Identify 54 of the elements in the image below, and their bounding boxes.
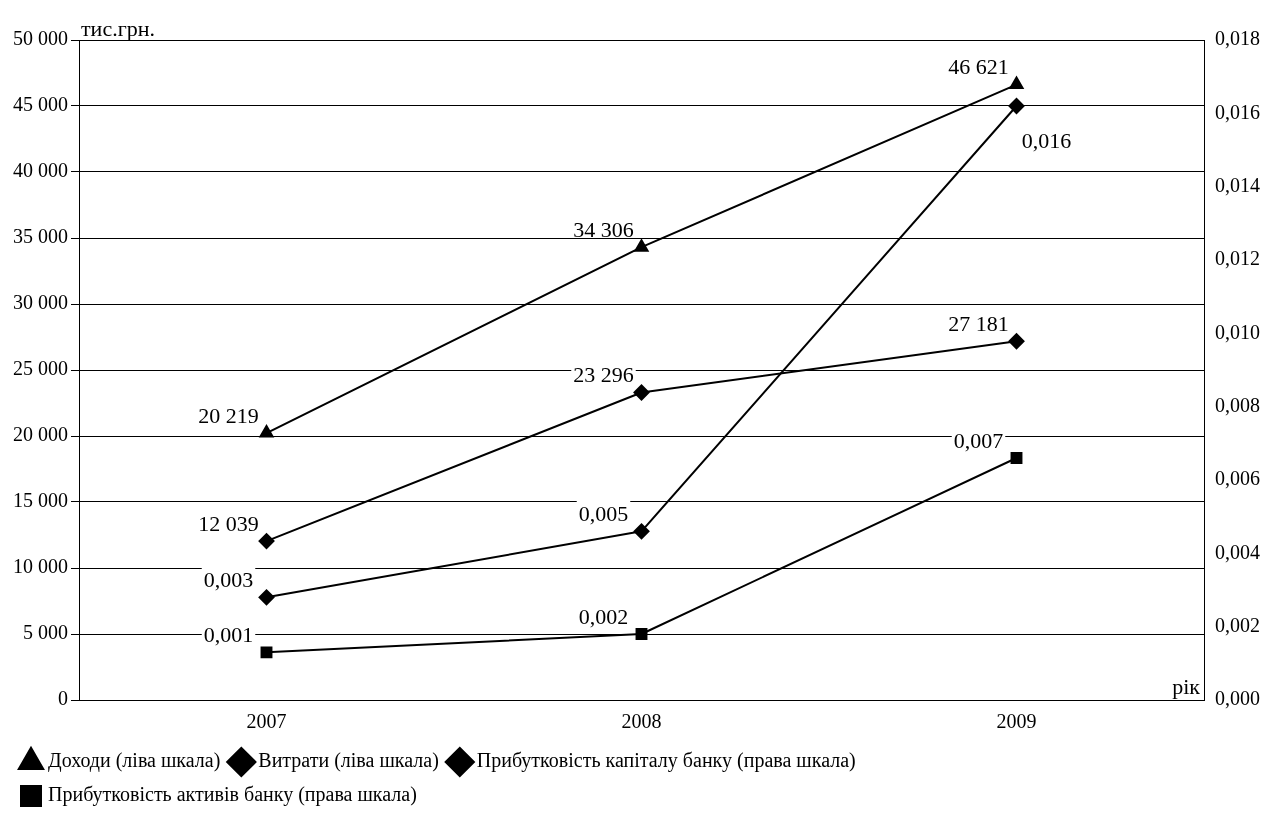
y2-tick-label: 0,000: [1215, 687, 1260, 710]
y-tick-label: 15 000: [13, 489, 68, 512]
y-tick-label: 50 000: [13, 27, 68, 50]
point: [259, 425, 274, 438]
y2-tick-label: 0,006: [1215, 467, 1260, 490]
legend-label: Доходи (ліва шкала): [48, 749, 221, 773]
data-label: 0,007: [953, 427, 1004, 453]
y2-tick-label: 0,004: [1215, 540, 1260, 563]
x-tick-label: 2007: [246, 710, 287, 733]
y2-tick-label: 0,012: [1215, 247, 1260, 270]
data-label: 34 306: [573, 216, 634, 242]
point: [1010, 452, 1023, 464]
data-label: 20 219: [198, 402, 259, 428]
data-label: 0,003: [203, 567, 254, 593]
y-tick-label: 10 000: [13, 555, 68, 578]
point: [1008, 333, 1025, 350]
y-tick-label: 0: [58, 687, 68, 710]
data-label: 0,001: [203, 622, 254, 648]
y-tick-label: 25 000: [13, 357, 68, 380]
y-tick-label: 35 000: [13, 225, 68, 248]
data-label: 23 296: [573, 362, 634, 388]
data-label: 0,002: [578, 603, 629, 629]
point: [258, 533, 275, 550]
y2-tick-label: 0,016: [1215, 100, 1260, 123]
y-tick-label: 20 000: [13, 423, 68, 446]
y2-tick-label: 0,010: [1215, 320, 1260, 343]
legend-label: Витрати (ліва шкала): [258, 749, 439, 773]
x-axis-title: рік: [1172, 673, 1201, 699]
data-label: 46 621: [948, 54, 1009, 80]
point: [260, 646, 273, 659]
x-tick-label: 2008: [621, 710, 662, 733]
data-label: 0,005: [578, 501, 629, 527]
point: [1008, 98, 1025, 114]
y-tick-label: 40 000: [13, 159, 68, 182]
y-axis-title: тис.грн.: [81, 15, 155, 41]
legend-label: Прибутковість активів банку (права шкала): [48, 783, 417, 807]
legend-label: Прибутковість капіталу банку (права шкала): [476, 749, 856, 773]
data-label: 27 181: [948, 310, 1009, 336]
y-tick-label: 5 000: [23, 621, 68, 644]
y-tick-label: 30 000: [13, 291, 68, 314]
x-tick-label: 2009: [996, 710, 1037, 733]
data-label: 12 039: [198, 510, 259, 536]
y2-tick-label: 0,008: [1215, 393, 1260, 416]
point: [634, 239, 649, 252]
y2-tick-label: 0,014: [1215, 173, 1260, 196]
point: [258, 589, 275, 606]
y2-tick-label: 0,018: [1215, 27, 1260, 50]
point: [633, 523, 650, 540]
point: [635, 628, 648, 640]
data-label: 0,016: [1021, 127, 1072, 153]
point: [633, 384, 650, 401]
y-tick-label: 45 000: [13, 93, 68, 116]
y2-tick-label: 0,002: [1215, 613, 1260, 636]
point: [1009, 76, 1024, 90]
